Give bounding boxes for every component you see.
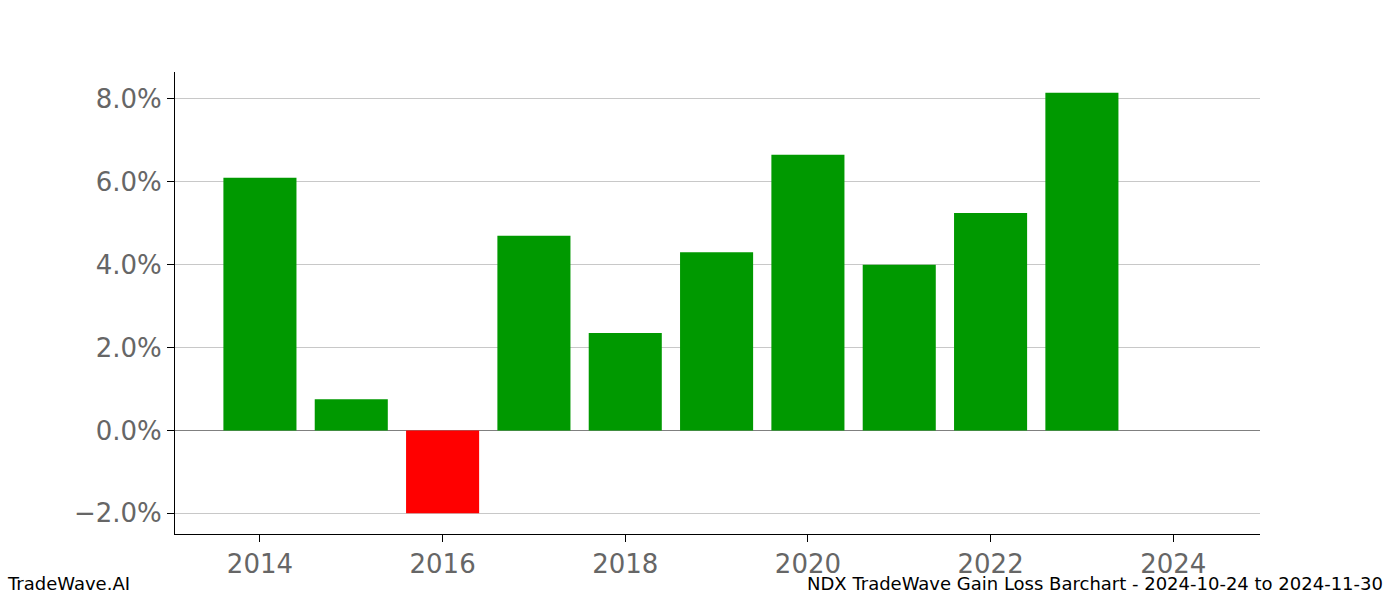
svg-text:2.0%: 2.0% (96, 333, 162, 363)
svg-text:2024: 2024 (1140, 549, 1206, 579)
svg-text:4.0%: 4.0% (96, 250, 162, 280)
svg-text:−2.0%: −2.0% (74, 498, 162, 528)
svg-text:2020: 2020 (775, 549, 841, 579)
svg-text:2018: 2018 (592, 549, 658, 579)
svg-text:8.0%: 8.0% (96, 84, 162, 114)
svg-text:0.0%: 0.0% (96, 416, 162, 446)
svg-text:2016: 2016 (410, 549, 476, 579)
svg-text:NDX TradeWave Gain Loss Barcha: NDX TradeWave Gain Loss Barchart - 2024-… (807, 573, 1383, 594)
svg-text:2022: 2022 (957, 549, 1023, 579)
svg-text:2014: 2014 (227, 549, 293, 579)
svg-text:6.0%: 6.0% (96, 167, 162, 197)
svg-text:TradeWave.AI: TradeWave.AI (7, 573, 130, 594)
